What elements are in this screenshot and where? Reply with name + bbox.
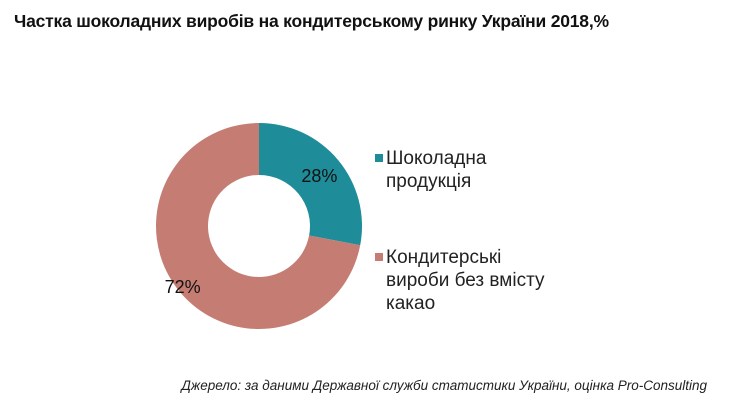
donut-slice [156, 123, 361, 329]
legend-label: Кондитерські вироби без вмісту какао [386, 247, 545, 314]
data-label: 28% [301, 166, 337, 186]
legend-item-chocolate: Шоколадна продукція [375, 147, 486, 193]
chart-title: Частка шоколадних виробів на кондитерськ… [14, 11, 609, 31]
data-label: 72% [165, 277, 201, 297]
legend-swatch [375, 253, 383, 261]
legend-swatch [375, 154, 383, 162]
donut-slice [259, 123, 363, 246]
source-note: Джерело: за даними Державної служби стат… [181, 378, 707, 393]
legend-label: Шоколадна продукція [386, 148, 487, 192]
legend-item-non-cocoa: Кондитерські вироби без вмісту какао [375, 246, 545, 315]
